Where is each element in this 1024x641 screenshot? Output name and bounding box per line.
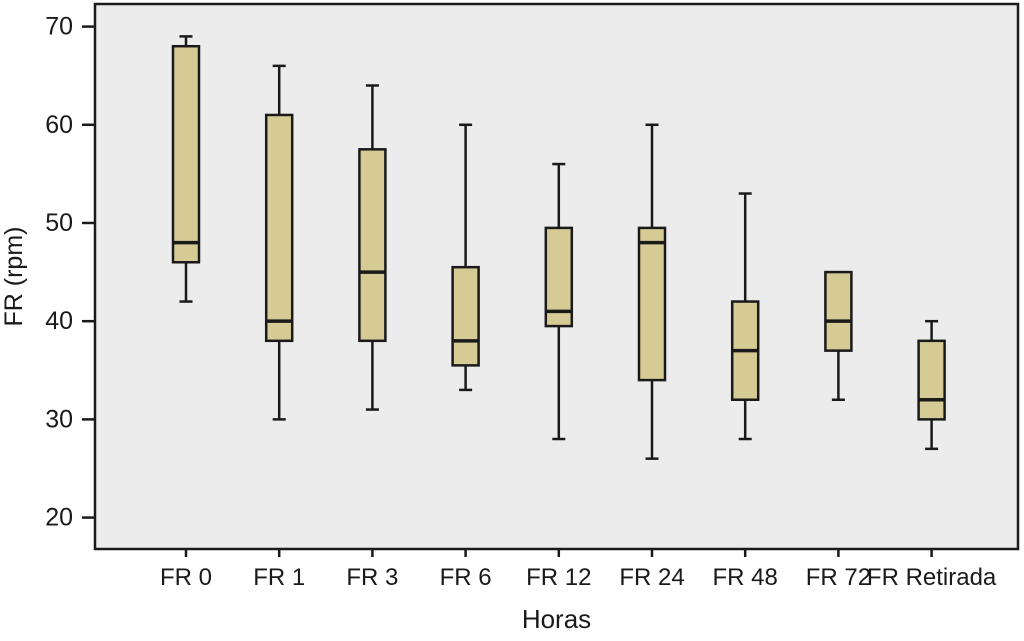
box-iqr	[637, 226, 667, 382]
y-axis-tick-label: 30	[45, 405, 73, 433]
x-axis-tick-label: FR Retirada	[867, 564, 997, 591]
box-iqr	[824, 270, 853, 352]
y-axis-tick-label: 50	[45, 209, 73, 237]
boxplot-box-group	[637, 123, 667, 460]
box-iqr	[171, 44, 201, 264]
box-iqr	[358, 148, 387, 343]
boxplot-box-group	[730, 192, 760, 441]
boxplot-box-group	[544, 162, 574, 441]
x-axis-tick-label: FR 24	[619, 564, 684, 591]
x-axis-tick-label: FR 6	[440, 564, 492, 591]
box-iqr	[451, 265, 480, 367]
boxplot-box-group	[171, 35, 201, 303]
boxplot-box-group	[451, 123, 480, 392]
x-axis-tick-label: FR 72	[806, 564, 871, 591]
x-axis-tick-label: FR 48	[713, 564, 778, 591]
box-iqr	[264, 113, 294, 343]
y-axis-tick-label: 20	[45, 504, 73, 532]
boxplot-box-group	[824, 270, 853, 401]
y-axis-title: FR (rpm)	[0, 227, 28, 327]
x-axis-tick-label: FR 1	[253, 564, 305, 591]
y-axis-tick-label: 40	[45, 307, 73, 335]
boxplot-box-group	[358, 84, 387, 411]
boxplot-box-group	[264, 64, 294, 421]
x-axis-tick-label: FR 0	[160, 564, 212, 591]
y-axis-tick-label: 70	[45, 13, 73, 41]
boxplot-box-group	[917, 319, 946, 451]
x-axis-title: Horas	[522, 604, 591, 634]
x-axis-tick-label: FR 3	[346, 564, 398, 591]
x-axis-tick-label: FR 12	[526, 564, 591, 591]
box-iqr	[917, 339, 946, 421]
y-axis-tick-label: 60	[45, 111, 73, 139]
